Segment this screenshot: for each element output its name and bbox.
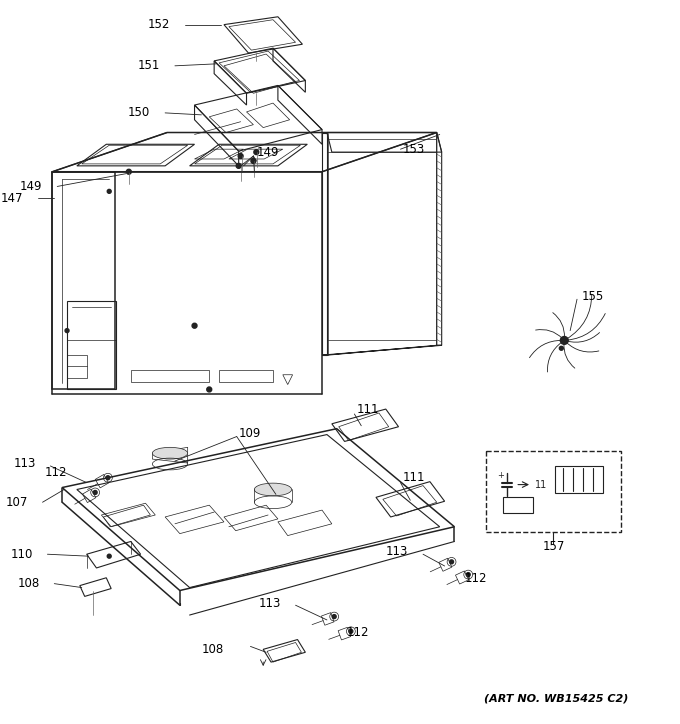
Text: 150: 150 [128,106,150,119]
Text: 147: 147 [1,192,23,205]
Text: 149: 149 [20,180,43,193]
Text: 112: 112 [45,466,67,479]
Bar [486,451,621,531]
Text: 11: 11 [535,479,547,489]
Text: 110: 110 [10,548,33,560]
Text: 155: 155 [582,290,604,303]
Circle shape [236,164,241,168]
Text: 108: 108 [202,643,224,656]
Text: 111: 111 [403,471,425,484]
Circle shape [251,159,256,164]
Text: (ART NO. WB15425 C2): (ART NO. WB15425 C2) [484,694,628,704]
Circle shape [560,337,568,345]
Text: 113: 113 [386,544,408,557]
Text: 112: 112 [347,626,369,639]
Circle shape [207,387,211,392]
Circle shape [466,573,470,576]
Text: 157: 157 [543,540,565,553]
Text: 149: 149 [256,146,279,159]
Text: 152: 152 [148,18,170,31]
Text: 153: 153 [403,143,425,156]
Circle shape [126,169,131,174]
Circle shape [238,153,243,159]
Ellipse shape [254,483,292,496]
Text: 111: 111 [356,403,379,416]
Text: 109: 109 [239,427,261,440]
Circle shape [192,323,197,328]
Text: 108: 108 [17,577,39,590]
Circle shape [449,560,454,564]
Text: 107: 107 [5,496,28,509]
Circle shape [107,555,111,558]
Circle shape [254,150,259,155]
Text: 112: 112 [464,572,487,585]
Text: 113: 113 [14,457,35,470]
Circle shape [333,615,336,618]
Text: +: + [498,471,505,480]
Circle shape [106,476,110,480]
Ellipse shape [152,447,188,459]
Circle shape [349,629,353,634]
Circle shape [93,490,97,494]
Circle shape [107,190,111,193]
Text: 151: 151 [138,59,160,72]
Text: 113: 113 [258,597,281,610]
Circle shape [560,346,563,350]
Circle shape [65,329,69,332]
